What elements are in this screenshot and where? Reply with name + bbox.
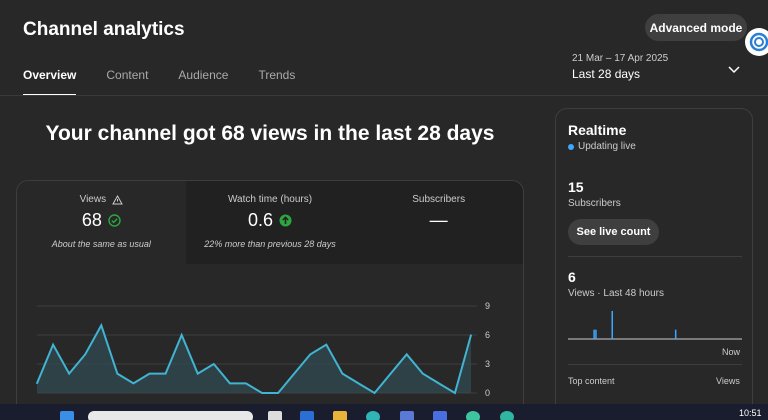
realtime-divider <box>568 256 742 257</box>
y-tick-label: 0 <box>485 388 490 398</box>
chart-point <box>421 372 424 375</box>
chart-point <box>341 372 344 375</box>
views-column-label: Views <box>716 376 740 386</box>
chart-point <box>148 372 151 375</box>
app-icon[interactable] <box>433 411 447 420</box>
chart-point <box>213 363 215 365</box>
views-headline: Your channel got 68 views in the last 28… <box>45 122 495 145</box>
metric-label: Views <box>79 194 107 205</box>
y-tick-label: 3 <box>485 359 490 369</box>
chart-point <box>454 392 456 394</box>
realtime-card: Realtime Updating live 15 Subscribers Se… <box>555 108 753 420</box>
browser-icon[interactable] <box>366 411 380 420</box>
date-range-label[interactable]: Last 28 days <box>572 67 641 81</box>
metric-note: 22% more than previous 28 days <box>204 239 336 249</box>
chart-point <box>405 353 408 356</box>
header-divider <box>0 95 768 96</box>
task-view-icon[interactable] <box>268 411 282 420</box>
y-tick-label: 9 <box>485 301 490 311</box>
assistant-icon[interactable] <box>745 28 768 56</box>
metric-subscribers-tab[interactable]: Subscribers — <box>354 181 523 264</box>
realtime-bar <box>593 329 595 339</box>
live-dot-icon <box>568 143 574 150</box>
top-content-label: Top content <box>568 376 615 386</box>
realtime-bar <box>595 329 597 339</box>
chart-point <box>245 382 247 385</box>
tab-audience[interactable]: Audience <box>178 68 229 82</box>
app-icon[interactable] <box>500 411 514 420</box>
chart-point <box>164 372 167 375</box>
check-circle-icon <box>108 213 121 227</box>
chart-point <box>36 382 38 385</box>
chart-point <box>132 382 135 385</box>
tab-overview[interactable]: Overview <box>23 68 77 96</box>
metric-note: About the same as usual <box>51 239 151 249</box>
realtime-divider <box>568 364 742 365</box>
chart-series-line <box>36 322 472 395</box>
chart-point <box>261 392 263 394</box>
realtime-bar-chart <box>568 311 742 340</box>
chart-point <box>373 392 376 394</box>
chart-point <box>293 372 295 375</box>
chart-point <box>68 372 70 375</box>
metric-value: 68 <box>81 209 102 230</box>
app-icon[interactable] <box>466 411 480 420</box>
chart-point <box>277 392 279 394</box>
tab-content[interactable]: Content <box>106 68 149 82</box>
views-area-chart: 9 6 3 0 <box>36 301 490 398</box>
chart-point <box>229 382 231 385</box>
page-title: Channel analytics <box>23 19 185 40</box>
os-taskbar <box>0 404 768 420</box>
chart-point <box>357 382 360 385</box>
metric-value: — <box>429 209 448 230</box>
views-48h-count: 6 <box>568 269 576 285</box>
chart-point <box>309 353 312 356</box>
realtime-title: Realtime <box>568 122 627 138</box>
metric-label: Subscribers <box>412 194 466 205</box>
taskbar-search-box[interactable] <box>88 411 253 420</box>
folder-icon[interactable] <box>333 411 347 420</box>
chart-point <box>84 353 87 356</box>
chart-point <box>196 372 199 375</box>
chevron-down-icon[interactable] <box>727 62 741 80</box>
date-range-text[interactable]: 21 Mar – 17 Apr 2025 <box>572 53 669 64</box>
tab-bar: Overview Content Audience Trends <box>23 68 325 96</box>
app-icon[interactable] <box>300 411 314 420</box>
see-live-count-button[interactable]: See live count <box>568 219 659 245</box>
y-tick-label: 6 <box>485 330 490 340</box>
windows-start-icon[interactable] <box>60 411 74 420</box>
chart-point <box>52 343 54 346</box>
arrow-up-circle-icon <box>279 214 292 226</box>
chart-point <box>470 334 472 336</box>
subscribers-label: Subscribers <box>568 198 621 209</box>
realtime-bar <box>611 311 614 339</box>
metric-views-tab[interactable]: Views 68 About the same as usual <box>17 181 186 264</box>
warning-icon <box>112 194 123 204</box>
chart-point <box>100 324 103 327</box>
now-label: Now <box>722 347 741 357</box>
app-icon[interactable] <box>400 411 414 420</box>
chart-point <box>438 382 440 385</box>
realtime-bar <box>674 329 677 339</box>
metric-label: Watch time (hours) <box>227 194 313 205</box>
advanced-mode-button[interactable]: Advanced mode <box>645 14 747 41</box>
views-48h-label: Views · Last 48 hours <box>568 288 664 299</box>
chart-point <box>116 372 119 375</box>
metrics-card: Views 68 About the same as usual Watch t… <box>16 180 524 420</box>
tab-trends[interactable]: Trends <box>258 68 296 82</box>
subscribers-count: 15 <box>568 179 584 195</box>
chart-point <box>389 372 392 375</box>
realtime-status: Updating live <box>578 141 636 152</box>
metric-value: 0.6 <box>247 209 274 230</box>
metric-watch-time-tab[interactable]: Watch time (hours) 0.6 22% more than pre… <box>185 181 355 264</box>
chart-point <box>180 334 183 336</box>
chart-point <box>325 343 328 346</box>
taskbar-clock: 10:51 <box>739 408 762 418</box>
